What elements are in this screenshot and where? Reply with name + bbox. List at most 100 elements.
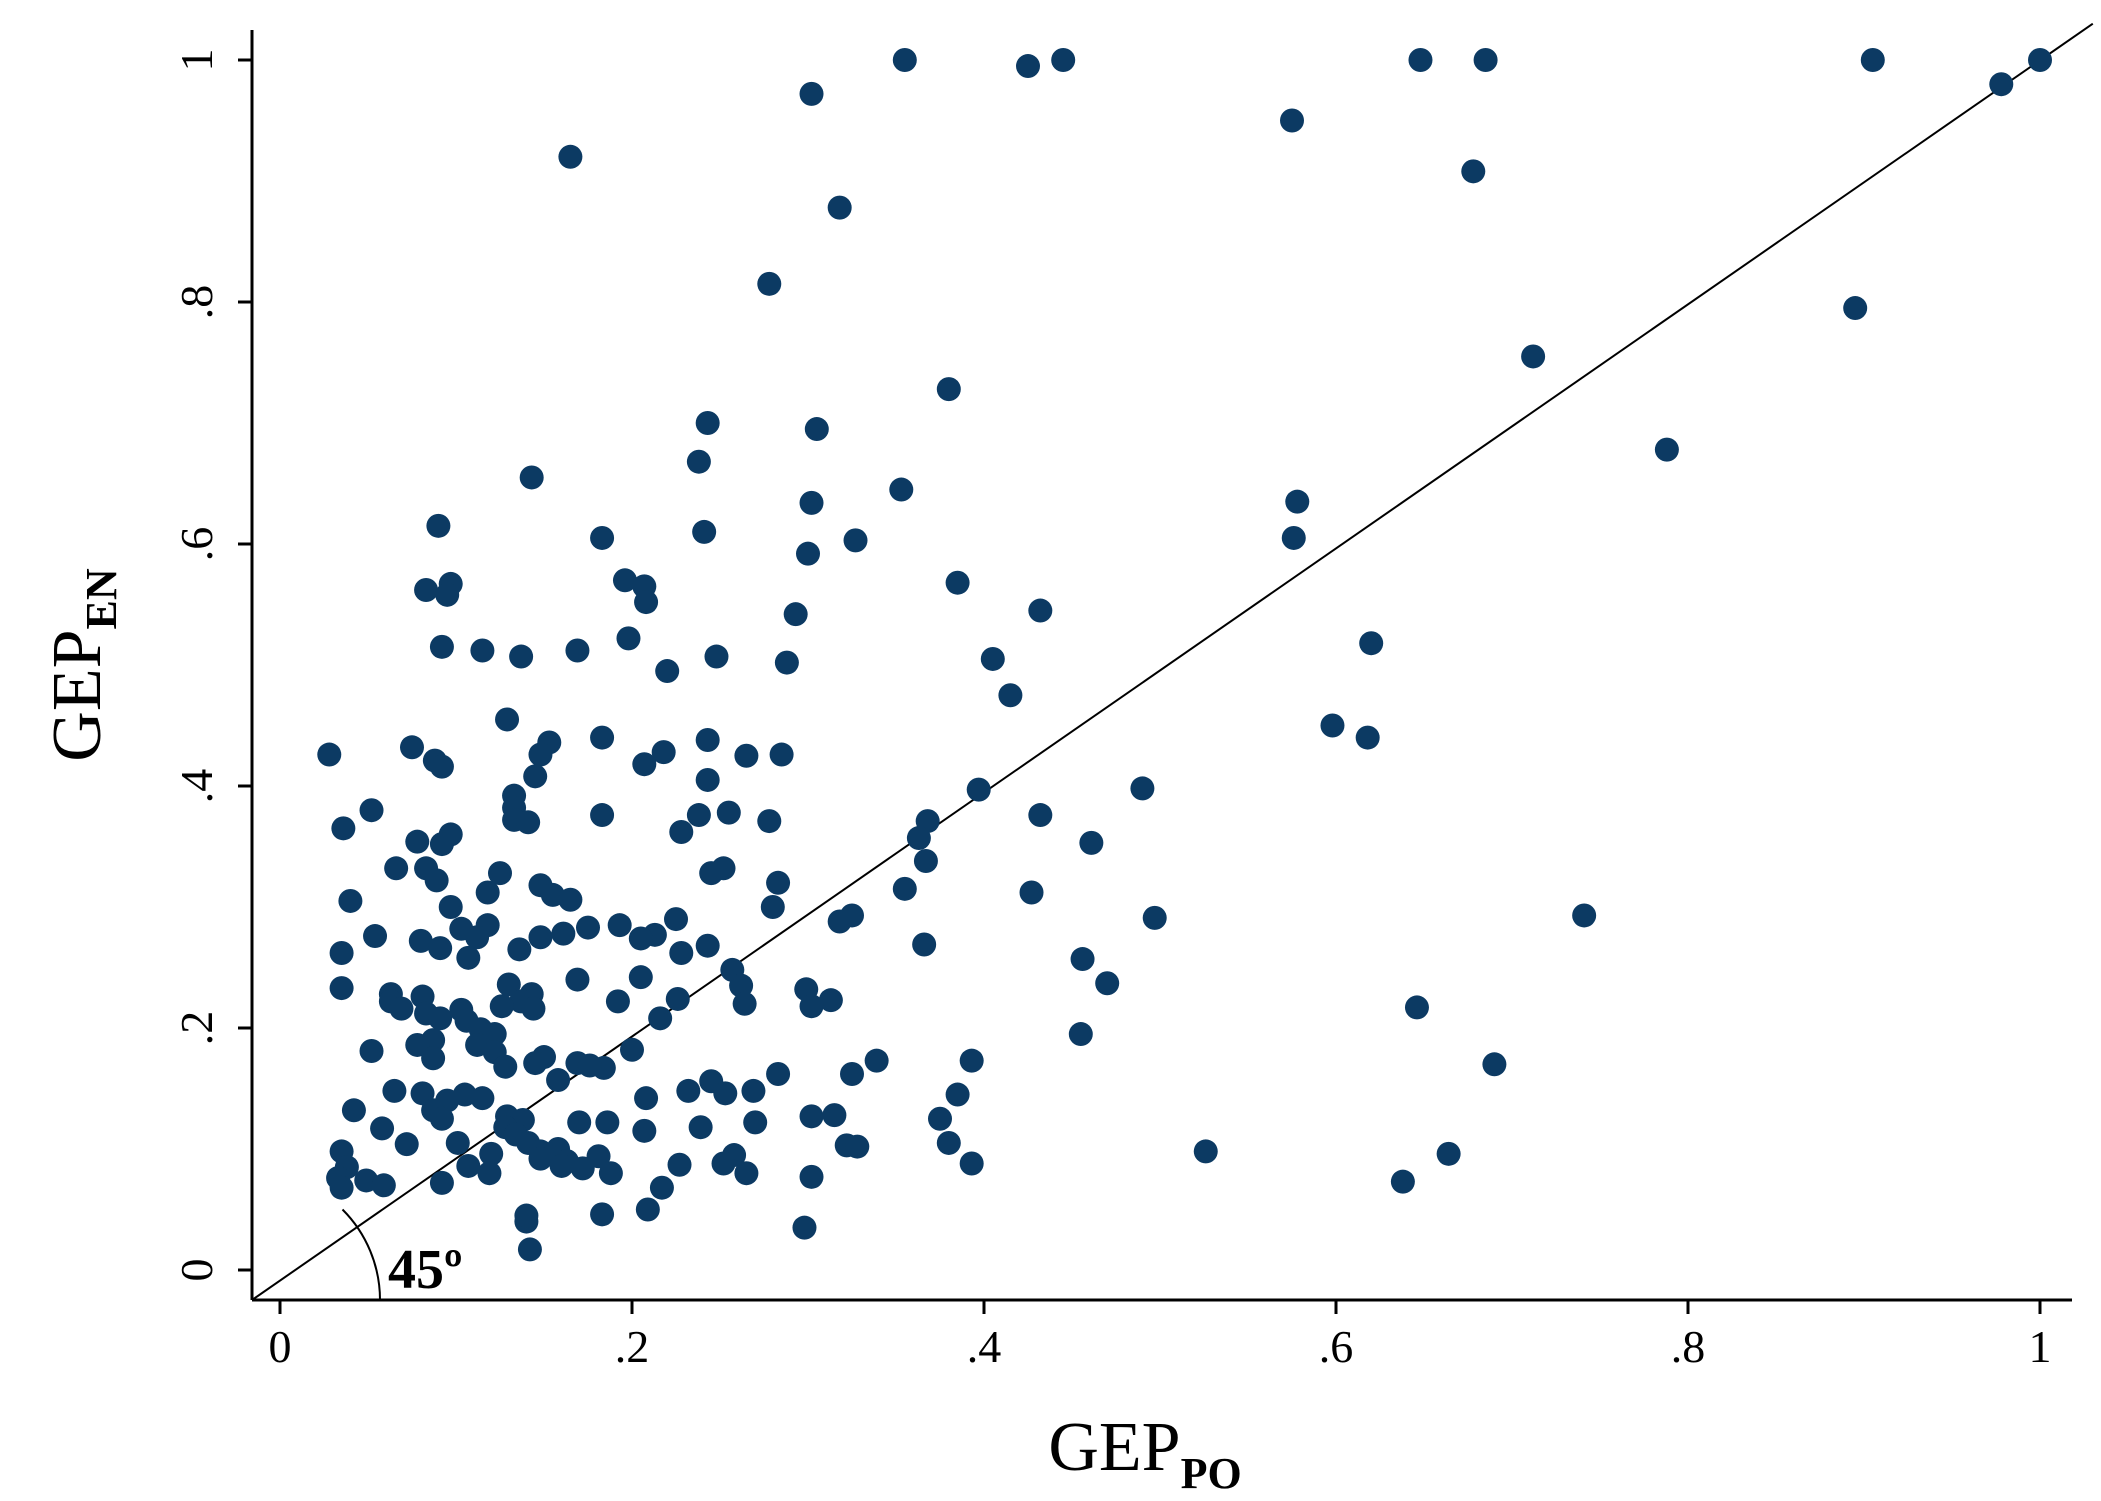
data-point <box>598 1161 623 1186</box>
data-point <box>827 195 852 220</box>
data-point <box>634 1086 659 1111</box>
data-point <box>359 1038 384 1063</box>
data-point <box>912 932 937 957</box>
y-tick-label: .4 <box>171 769 222 804</box>
data-point <box>519 465 544 490</box>
data-point <box>558 144 583 169</box>
data-point <box>616 626 641 651</box>
data-point <box>783 602 808 627</box>
data-point <box>695 728 720 753</box>
data-point <box>664 907 688 932</box>
data-point <box>1390 1169 1415 1194</box>
data-point <box>493 1054 518 1079</box>
data-point <box>1016 54 1040 79</box>
data-point <box>429 634 454 659</box>
data-point <box>1473 48 1498 72</box>
data-point <box>426 513 451 538</box>
data-point <box>757 271 782 296</box>
data-point <box>565 967 590 992</box>
data-point <box>1019 880 1044 905</box>
data-point <box>595 1110 620 1135</box>
data-point <box>1461 159 1486 184</box>
data-point <box>607 913 632 938</box>
data-point <box>341 1098 366 1123</box>
data-point <box>507 937 532 962</box>
data-point <box>936 377 961 402</box>
data-point <box>945 570 970 595</box>
data-point <box>959 1151 984 1176</box>
data-point <box>669 819 694 844</box>
data-point <box>590 725 615 750</box>
data-point <box>669 940 694 965</box>
plot-area: 0 .2 .4 .6 .8 1 0 .2 .4 .6 .8 1 <box>171 22 2094 1372</box>
data-point <box>435 582 460 607</box>
data-point <box>1654 437 1679 462</box>
data-point <box>1051 48 1076 72</box>
data-point <box>686 803 711 828</box>
data-point <box>421 1046 446 1071</box>
data-point <box>804 417 829 442</box>
data-point <box>635 1197 660 1222</box>
data-point <box>998 683 1023 708</box>
x-tick-label: .2 <box>615 1321 650 1372</box>
data-point <box>1193 1139 1218 1164</box>
x-tick-label: .4 <box>967 1321 1002 1372</box>
data-point <box>799 81 824 106</box>
data-point <box>845 1134 870 1159</box>
data-point <box>889 477 914 502</box>
data-point <box>649 1175 674 1200</box>
data-point <box>414 577 439 602</box>
data-point <box>692 519 717 544</box>
data-point <box>628 965 653 990</box>
data-point <box>1285 489 1310 514</box>
data-point <box>1028 803 1053 828</box>
data-point <box>567 1110 592 1135</box>
data-point <box>329 976 354 1001</box>
data-point <box>528 742 553 767</box>
data-point <box>384 856 409 881</box>
y-tick-label: 0 <box>171 1259 222 1282</box>
data-point <box>338 888 363 913</box>
data-point <box>716 800 741 825</box>
data-point <box>1408 48 1433 72</box>
data-point <box>1068 1022 1093 1047</box>
data-point <box>695 767 720 792</box>
y-tick-label: 1 <box>171 49 222 72</box>
data-point <box>980 646 1005 671</box>
data-point <box>695 933 720 958</box>
data-point <box>590 525 615 550</box>
data-point <box>509 644 534 669</box>
data-point <box>840 1061 864 1086</box>
data-point <box>394 1132 419 1157</box>
data-point <box>479 1141 504 1166</box>
angle-annotation: 45º <box>388 1239 462 1301</box>
data-point <box>477 1161 502 1186</box>
data-point <box>796 541 820 566</box>
data-point <box>576 915 600 940</box>
data-point <box>634 590 659 615</box>
data-point <box>799 994 824 1019</box>
data-point <box>732 991 757 1016</box>
data-point <box>528 925 553 950</box>
data-point <box>549 1153 574 1178</box>
data-point <box>475 880 500 905</box>
data-point <box>766 870 791 895</box>
y-axis-title: GEPEN <box>39 568 126 762</box>
data-point <box>482 1022 507 1047</box>
data-point <box>514 1203 539 1228</box>
data-point <box>329 1175 354 1200</box>
data-point <box>928 1106 952 1131</box>
data-point <box>667 1152 692 1177</box>
data-point <box>818 988 843 1013</box>
data-point <box>1843 296 1868 321</box>
angle-arc <box>341 1208 381 1301</box>
data-point <box>523 764 548 789</box>
data-point <box>428 936 453 961</box>
data-point <box>892 48 917 72</box>
data-point <box>822 1103 847 1128</box>
x-tick-label: .6 <box>1319 1321 1354 1372</box>
data-point <box>1355 725 1380 750</box>
data-point <box>774 650 799 675</box>
x-tick-label: 1 <box>2029 1321 2052 1372</box>
data-point <box>688 1115 713 1140</box>
